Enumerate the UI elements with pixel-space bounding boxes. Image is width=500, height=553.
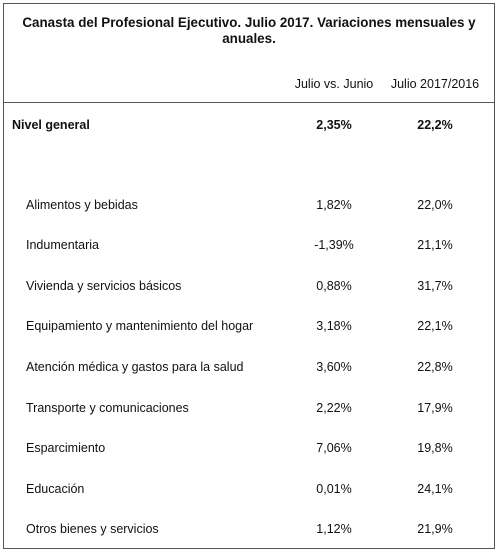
table-row-general: Nivel general 2,35% 22,2%: [4, 116, 494, 134]
row-monthly-value: 1,12%: [316, 522, 352, 536]
column-header-annual: Julio 2017/2016: [390, 77, 480, 91]
table-row: Indumentaria -1,39% 21,1%: [4, 236, 494, 254]
row-annual-value: 24,1%: [417, 482, 453, 496]
table-row: Atención médica y gastos para la salud 3…: [4, 358, 494, 376]
row-annual-value: 31,7%: [417, 279, 453, 293]
table-row: Alimentos y bebidas 1,82% 22,0%: [4, 196, 494, 214]
row-monthly-value: 2,35%: [316, 118, 352, 132]
row-monthly-value: 0,01%: [316, 482, 352, 496]
row-monthly-value: -1,39%: [314, 238, 354, 252]
table-row: Vivienda y servicios básicos 0,88% 31,7%: [4, 277, 494, 295]
row-label: Nivel general: [12, 118, 90, 132]
row-monthly-value: 7,06%: [316, 441, 352, 455]
row-label: Educación: [26, 482, 85, 496]
table-row: Transporte y comunicaciones 2,22% 17,9%: [4, 399, 494, 417]
row-label: Esparcimiento: [26, 441, 106, 455]
row-annual-value: 22,1%: [417, 319, 453, 333]
row-annual-value: 17,9%: [417, 401, 453, 415]
row-annual-value: 22,2%: [417, 118, 453, 132]
row-monthly-value: 0,88%: [316, 279, 352, 293]
row-label: Alimentos y bebidas: [26, 198, 138, 212]
table-title-line-2: anuales.: [222, 31, 276, 46]
row-monthly-value: 1,82%: [316, 198, 352, 212]
row-monthly-value: 2,22%: [316, 401, 352, 415]
table-row: Otros bienes y servicios 1,12% 21,9%: [4, 520, 494, 538]
table-row: Esparcimiento 7,06% 19,8%: [4, 439, 494, 457]
header-divider: [4, 102, 494, 103]
row-monthly-value: 3,18%: [316, 319, 352, 333]
table-title-line-1: Canasta del Profesional Ejecutivo. Julio…: [22, 15, 476, 30]
table-row: Educación 0,01% 24,1%: [4, 480, 494, 498]
row-label: Atención médica y gastos para la salud: [26, 360, 244, 374]
row-annual-value: 19,8%: [417, 441, 453, 455]
table-frame: Canasta del Profesional Ejecutivo. Julio…: [3, 3, 495, 549]
row-label: Transporte y comunicaciones: [26, 401, 189, 415]
table-title: Canasta del Profesional Ejecutivo. Julio…: [4, 15, 494, 47]
column-header-monthly: Julio vs. Junio: [294, 77, 374, 91]
row-annual-value: 21,1%: [417, 238, 453, 252]
row-annual-value: 21,9%: [417, 522, 453, 536]
row-label: Otros bienes y servicios: [26, 522, 159, 536]
row-label: Equipamiento y mantenimiento del hogar: [26, 319, 254, 333]
row-label: Vivienda y servicios básicos: [26, 279, 182, 293]
row-monthly-value: 3,60%: [316, 360, 352, 374]
row-annual-value: 22,0%: [417, 198, 453, 212]
table-row: Equipamiento y mantenimiento del hogar 3…: [4, 317, 494, 335]
row-annual-value: 22,8%: [417, 360, 453, 374]
row-label: Indumentaria: [26, 238, 99, 252]
